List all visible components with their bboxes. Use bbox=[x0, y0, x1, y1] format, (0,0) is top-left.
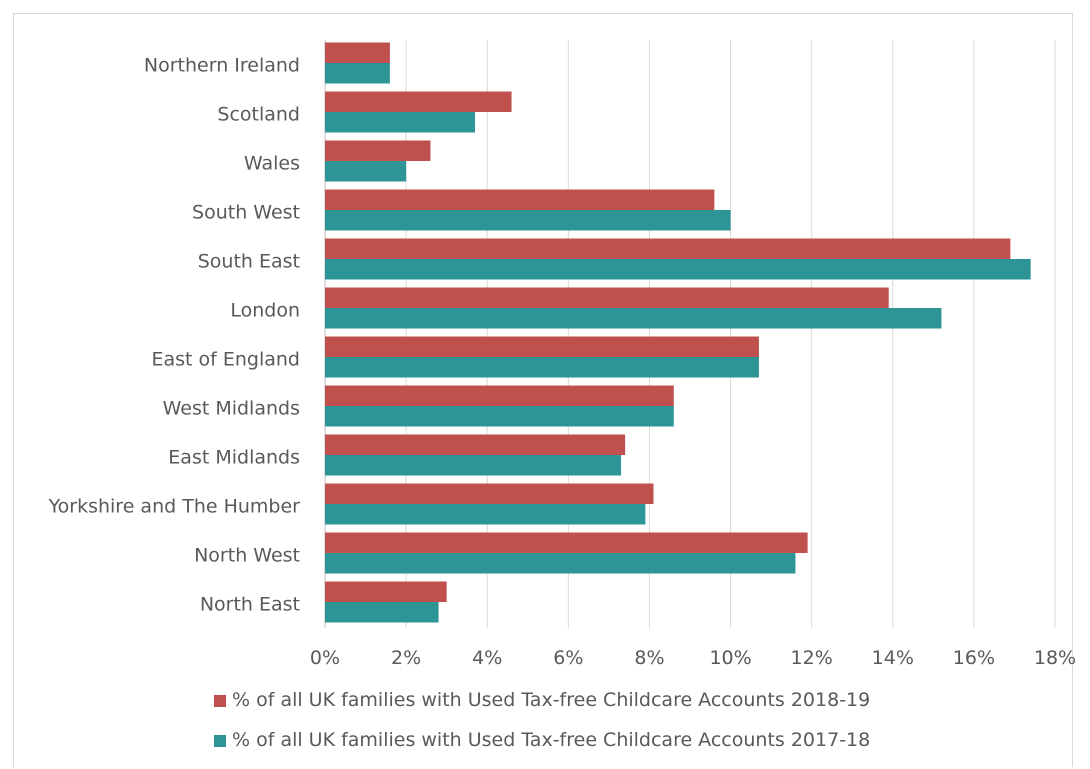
category-label: Scotland bbox=[217, 104, 300, 126]
x-tick-label: 2% bbox=[391, 647, 421, 669]
category-label: North West bbox=[194, 545, 300, 567]
x-tick-label: 12% bbox=[791, 647, 833, 669]
gridlines bbox=[324, 40, 1056, 628]
legend-label: % of all UK families with Used Tax-free … bbox=[232, 689, 870, 711]
x-axis-tick-labels: 0% 2% 4% 6% 8% 10% 12% 14% 16% 18% bbox=[310, 647, 1076, 669]
bar-2017-18 bbox=[325, 504, 646, 525]
bar-2017-18 bbox=[325, 210, 731, 231]
category-label: Northern Ireland bbox=[144, 55, 300, 77]
legend: % of all UK families with Used Tax-free … bbox=[214, 689, 870, 751]
bar-2018-19 bbox=[325, 91, 512, 112]
x-tick-label: 8% bbox=[634, 647, 664, 669]
bar-2017-18 bbox=[325, 602, 439, 623]
category-label: North East bbox=[200, 594, 300, 616]
bar-2017-18 bbox=[325, 259, 1031, 280]
bar-2018-19 bbox=[325, 336, 759, 357]
bar-2018-19 bbox=[325, 140, 431, 161]
x-tick-label: 4% bbox=[472, 647, 502, 669]
legend-swatch bbox=[214, 695, 226, 707]
bar-2018-19 bbox=[325, 189, 715, 210]
bar-2018-19 bbox=[325, 483, 654, 504]
x-tick-label: 10% bbox=[709, 647, 751, 669]
category-label: Wales bbox=[244, 153, 300, 175]
category-labels: Northern Ireland Scotland Wales South West S… bbox=[48, 55, 301, 616]
x-tick-label: 14% bbox=[872, 647, 914, 669]
legend-label: % of all UK families with Used Tax-free … bbox=[232, 729, 870, 751]
category-label: London bbox=[230, 300, 300, 322]
bar-2017-18 bbox=[325, 553, 796, 574]
category-label: Yorkshire and The Humber bbox=[48, 496, 301, 518]
bar-2018-19 bbox=[325, 287, 889, 308]
bar-2017-18 bbox=[325, 455, 622, 476]
bar-2018-19 bbox=[325, 434, 626, 455]
x-tick-label: 0% bbox=[310, 647, 340, 669]
x-tick-label: 18% bbox=[1034, 647, 1076, 669]
x-tick-label: 6% bbox=[553, 647, 583, 669]
bar-2018-19 bbox=[325, 532, 808, 553]
bar-2018-19 bbox=[325, 42, 390, 63]
legend-swatch bbox=[214, 735, 226, 747]
category-label: South West bbox=[192, 202, 300, 224]
category-label: East of England bbox=[151, 349, 300, 371]
category-label: West Midlands bbox=[163, 398, 300, 420]
bars bbox=[325, 42, 1031, 623]
bar-2017-18 bbox=[325, 161, 407, 182]
bar-2018-19 bbox=[325, 238, 1011, 259]
bar-2017-18 bbox=[325, 406, 674, 427]
bar-2017-18 bbox=[325, 112, 476, 133]
category-label: South East bbox=[198, 251, 300, 273]
x-tick-label: 16% bbox=[953, 647, 995, 669]
bar-2018-19 bbox=[325, 385, 674, 406]
bar-2018-19 bbox=[325, 581, 447, 602]
category-label: East Midlands bbox=[168, 447, 300, 469]
bar-2017-18 bbox=[325, 308, 942, 329]
bar-2017-18 bbox=[325, 63, 390, 84]
bar-2017-18 bbox=[325, 357, 759, 378]
